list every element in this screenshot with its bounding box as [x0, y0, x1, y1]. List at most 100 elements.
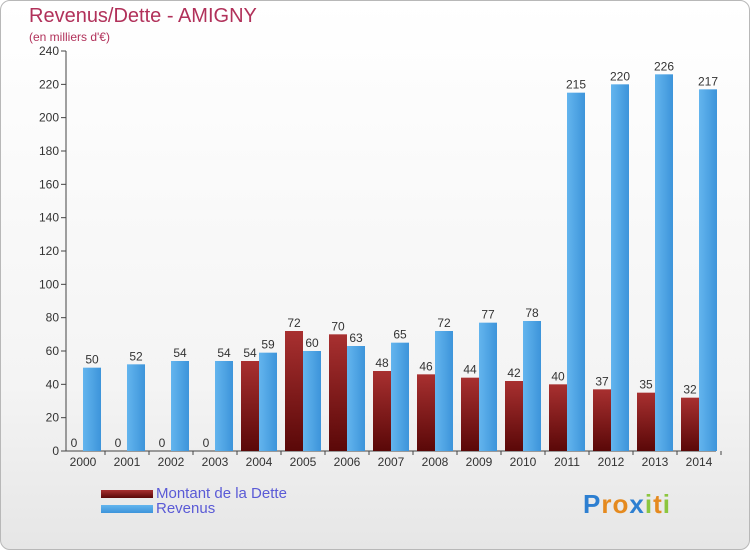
data-label-debt: 72: [287, 316, 301, 330]
data-label-debt: 37: [595, 374, 609, 388]
y-tick-label: 80: [46, 311, 60, 325]
logo-letter: i: [662, 489, 671, 519]
data-label-debt: 0: [115, 436, 122, 450]
x-tick-label: 2007: [378, 455, 405, 469]
bar-debt-2010: [505, 381, 523, 451]
data-label-revenus: 63: [349, 331, 363, 345]
data-label-revenus: 72: [437, 316, 451, 330]
y-tick-label: 180: [39, 144, 59, 158]
bar-revenus-2009: [479, 322, 497, 451]
data-label-debt: 48: [375, 356, 389, 370]
data-label-debt: 40: [551, 369, 565, 383]
data-label-revenus: 50: [85, 353, 99, 367]
bar-debt-2008: [417, 374, 435, 451]
data-label-debt: 0: [71, 436, 78, 450]
data-label-debt: 32: [683, 383, 697, 397]
bar-revenus-2012: [611, 84, 629, 451]
bar-revenus-2006: [347, 346, 365, 451]
data-label-revenus: 220: [610, 69, 630, 83]
legend-label-revenus: Revenus: [156, 500, 216, 517]
bar-debt-2006: [329, 334, 347, 451]
logo-letter: r: [601, 489, 613, 519]
data-label-revenus: 54: [217, 346, 231, 360]
legend-label-debt: Montant de la Dette: [156, 485, 287, 502]
x-tick-label: 2010: [510, 455, 537, 469]
bar-revenus-2001: [127, 364, 145, 451]
x-tick-label: 2004: [246, 455, 273, 469]
data-label-revenus: 59: [261, 338, 275, 352]
data-label-debt: 54: [243, 346, 257, 360]
y-tick-label: 160: [39, 177, 59, 191]
y-tick-label: 0: [52, 444, 59, 458]
bar-debt-2011: [549, 384, 567, 451]
logo-letter: P: [583, 489, 602, 519]
x-tick-label: 2013: [642, 455, 669, 469]
logo-letter: i: [644, 489, 654, 519]
bar-debt-2013: [637, 392, 655, 451]
data-label-debt: 70: [331, 319, 345, 333]
bar-revenus-2014: [699, 89, 717, 451]
legend-item-revenus: Revenus: [101, 500, 361, 518]
data-label-revenus: 215: [566, 78, 586, 92]
data-label-revenus: 217: [698, 74, 718, 88]
x-tick-label: 2003: [202, 455, 229, 469]
x-tick-label: 2001: [114, 455, 141, 469]
data-label-debt: 35: [639, 378, 653, 392]
bar-debt-2005: [285, 331, 303, 451]
chart-subtitle: (en milliers d'€): [29, 30, 110, 44]
bar-revenus-2011: [567, 92, 585, 452]
bar-revenus-2005: [303, 351, 321, 451]
bar-revenus-2002: [171, 361, 189, 451]
legend-swatch-revenus: [101, 505, 153, 513]
data-label-revenus: 60: [305, 336, 319, 350]
bar-revenus-2003: [215, 361, 233, 451]
bar-debt-2012: [593, 389, 611, 451]
logo-letter: t: [653, 489, 663, 519]
x-tick-label: 2009: [466, 455, 493, 469]
x-tick-label: 2012: [598, 455, 625, 469]
y-tick-label: 140: [39, 211, 59, 225]
proxiti-logo: Proxiti: [583, 489, 671, 520]
x-tick-label: 2011: [554, 455, 580, 469]
y-tick-label: 40: [46, 377, 60, 391]
bar-revenus-2000: [83, 367, 101, 451]
bar-revenus-2004: [259, 352, 277, 451]
data-label-revenus: 78: [525, 306, 539, 320]
x-tick-label: 2006: [334, 455, 361, 469]
y-tick-label: 100: [39, 277, 59, 291]
data-label-debt: 44: [463, 363, 477, 377]
legend-swatch-debt: [101, 490, 153, 498]
bar-debt-2009: [461, 377, 479, 451]
bar-revenus-2013: [655, 74, 673, 451]
bar-revenus-2010: [523, 321, 541, 451]
bar-revenus-2007: [391, 342, 409, 451]
chart-title: Revenus/Dette - AMIGNY: [29, 5, 257, 27]
x-tick-label: 2014: [686, 455, 713, 469]
x-tick-label: 2005: [290, 455, 317, 469]
bar-debt-2007: [373, 371, 391, 451]
y-tick-label: 120: [39, 244, 59, 258]
y-tick-label: 60: [46, 344, 60, 358]
y-tick-label: 220: [39, 77, 59, 91]
data-label-revenus: 54: [173, 346, 187, 360]
data-label-debt: 0: [159, 436, 166, 450]
x-tick-label: 2000: [70, 455, 97, 469]
data-label-revenus: 77: [481, 308, 495, 322]
data-label-debt: 46: [419, 359, 433, 373]
data-label-revenus: 65: [393, 328, 407, 342]
data-label-debt: 42: [507, 366, 521, 380]
bar-revenus-2008: [435, 331, 453, 451]
bar-debt-2014: [681, 397, 699, 451]
data-label-revenus: 226: [654, 59, 674, 73]
y-tick-label: 20: [46, 411, 60, 425]
logo-letter: x: [629, 489, 645, 519]
legend-item-debt: Montant de la Dette: [101, 485, 361, 503]
y-tick-label: 200: [39, 111, 59, 125]
data-label-revenus: 52: [129, 349, 143, 363]
logo-letter: o: [612, 489, 630, 519]
data-label-debt: 0: [203, 436, 210, 450]
x-tick-label: 2002: [158, 455, 185, 469]
bar-debt-2004: [241, 361, 259, 451]
x-tick-label: 2008: [422, 455, 449, 469]
